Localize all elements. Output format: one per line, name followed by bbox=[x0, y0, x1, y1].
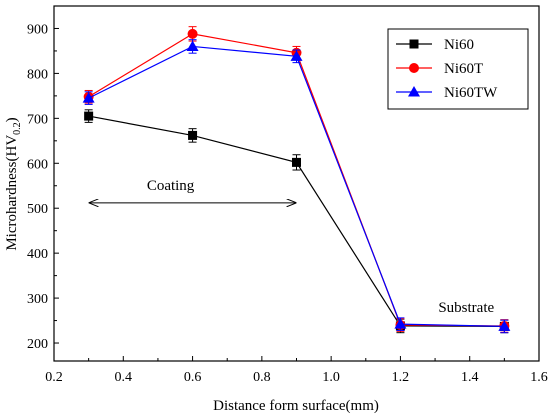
x-tick-label: 0.2 bbox=[45, 370, 63, 385]
legend-swatch-marker bbox=[409, 63, 419, 73]
legend-label: Ni60 bbox=[444, 37, 474, 53]
y-tick-label: 900 bbox=[27, 22, 48, 37]
legend: Ni60 Ni60T Ni60TW bbox=[387, 28, 529, 110]
x-tick-label: 1.4 bbox=[461, 370, 479, 385]
legend-swatch-marker bbox=[409, 39, 419, 49]
annotation-coating: Coating bbox=[147, 178, 195, 194]
x-axis-ticks: 0.2 0.4 0.6 0.8 1.0 1.2 1.4 1.6 bbox=[45, 356, 548, 385]
y-axis-label: Microhardness(HV0.2) bbox=[4, 117, 23, 250]
x-tick-label: 1.0 bbox=[322, 370, 340, 385]
series-line bbox=[88, 115, 505, 327]
x-tick-label: 0.6 bbox=[184, 370, 202, 385]
data-point bbox=[82, 92, 95, 103]
x-tick-label: 1.6 bbox=[530, 370, 548, 385]
y-tick-label: 300 bbox=[27, 292, 48, 307]
x-tick-label: 0.8 bbox=[253, 370, 271, 385]
y-tick-label: 800 bbox=[27, 67, 48, 82]
data-point bbox=[84, 111, 94, 121]
series-layer bbox=[82, 26, 511, 334]
x-tick-label: 0.4 bbox=[115, 370, 133, 385]
y-axis-label-close: ) bbox=[4, 117, 20, 122]
x-axis-label: Distance form surface(mm) bbox=[213, 398, 379, 414]
y-axis-label-subscript: 0.2 bbox=[12, 122, 23, 135]
legend-label: Ni60TW bbox=[444, 85, 498, 101]
data-point bbox=[394, 318, 407, 329]
annotation-substrate: Substrate bbox=[438, 300, 494, 316]
legend-label: Ni60T bbox=[444, 61, 483, 77]
data-point bbox=[186, 40, 199, 51]
y-tick-label: 400 bbox=[27, 247, 48, 262]
y-tick-label: 200 bbox=[27, 337, 48, 352]
y-tick-label: 700 bbox=[27, 112, 48, 127]
y-tick-label: 500 bbox=[27, 202, 48, 217]
data-point bbox=[290, 50, 303, 61]
y-axis-ticks: 200 300 400 500 600 700 800 900 bbox=[27, 22, 59, 352]
series-ni60tw bbox=[82, 39, 511, 334]
x-tick-label: 1.2 bbox=[392, 370, 410, 385]
legend-swatch-marker bbox=[408, 86, 420, 97]
data-point bbox=[187, 28, 198, 39]
y-tick-label: 600 bbox=[27, 157, 48, 172]
y-axis-label-main: Microhardness(HV bbox=[4, 135, 20, 251]
data-point bbox=[188, 130, 198, 140]
data-point bbox=[498, 320, 511, 331]
data-point bbox=[292, 157, 301, 167]
